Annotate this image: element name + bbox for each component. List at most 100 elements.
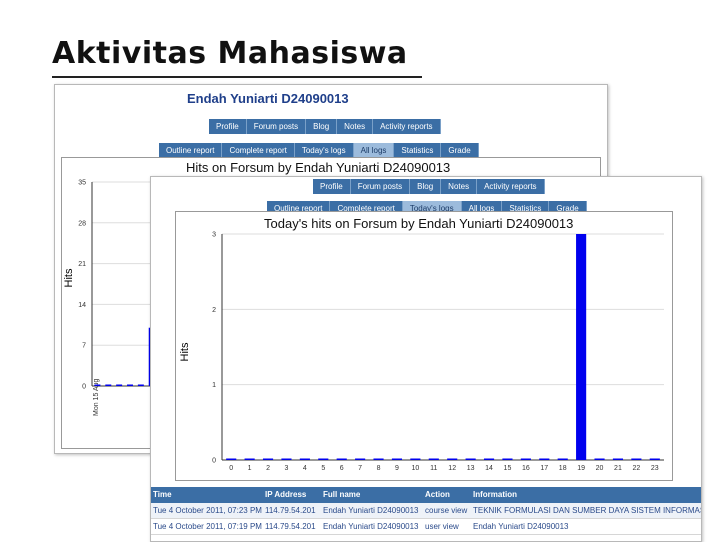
header-full-name[interactable]: Full name (323, 490, 361, 499)
y-tick-label: 21 (78, 261, 86, 268)
x-tick-label: 14 (485, 465, 493, 472)
bar (244, 458, 255, 460)
log-table-header: Time IP Address Full name Action Informa… (151, 487, 701, 503)
x-tick-label: 20 (596, 465, 604, 472)
cell-full-name-link[interactable]: Endah Yuniarti D24090013 (323, 506, 419, 515)
bar (137, 384, 144, 386)
bar (355, 458, 366, 460)
tab-activity-reports[interactable]: Activity reports (477, 179, 545, 194)
x-tick-label: 12 (448, 465, 456, 472)
x-tick-label: 23 (651, 465, 659, 472)
x-tick-label: 0 (229, 465, 233, 472)
bar (447, 458, 458, 460)
bar (428, 458, 439, 460)
bar (502, 458, 513, 460)
bar (105, 384, 112, 386)
chart-frame-todays-logs: Today's hits on Forsum by Endah Yuniarti… (175, 211, 673, 481)
cell-full-name-link[interactable]: Endah Yuniarti D24090013 (323, 522, 419, 531)
cell-ip-link[interactable]: 114.79.54.201 (265, 506, 316, 515)
log-table-body: Tue 4 October 2011, 07:23 PM 114.79.54.2… (151, 503, 701, 535)
x-tick-label: 15 (504, 465, 512, 472)
tab-forum-posts[interactable]: Forum posts (246, 119, 307, 134)
tab-complete-report[interactable]: Complete report (222, 143, 295, 158)
secondary-tabs: Outline report Complete report Today's l… (159, 143, 479, 158)
x-tick-label: 18 (559, 465, 567, 472)
bar (127, 384, 133, 386)
bar (318, 458, 329, 460)
bar (520, 458, 531, 460)
x-tick-label: Mon 15 Aug (93, 379, 100, 416)
x-tick-label: 8 (377, 465, 381, 472)
slide-title: Aktivitas Mahasiswa (52, 36, 408, 71)
x-tick-label: 22 (632, 465, 640, 472)
chart-title: Hits on Forsum by Endah Yuniarti D240900… (186, 160, 451, 175)
y-tick-label: 14 (78, 302, 86, 309)
header-ip-address[interactable]: IP Address (265, 490, 307, 499)
tab-outline-report[interactable]: Outline report (159, 143, 223, 158)
tab-notes[interactable]: Notes (441, 179, 478, 194)
y-tick-label: 35 (78, 180, 86, 187)
x-tick-label: 10 (411, 465, 419, 472)
bar (410, 458, 421, 460)
screenshot-todays-logs: Profile Forum posts Blog Notes Activity … (150, 176, 702, 542)
bar (226, 458, 237, 460)
tab-forum-posts[interactable]: Forum posts (350, 179, 411, 194)
cell-action-link[interactable]: course view (425, 506, 468, 515)
x-tick-label: 3 (285, 465, 289, 472)
tab-profile[interactable]: Profile (209, 119, 247, 134)
header-information[interactable]: Information (473, 490, 517, 499)
tab-blog[interactable]: Blog (410, 179, 442, 194)
user-name[interactable]: Endah Yuniarti D24090013 (187, 91, 349, 106)
title-underline (52, 76, 422, 78)
y-tick-label: 1 (212, 382, 216, 389)
y-tick-label: 28 (78, 220, 86, 227)
tab-statistics[interactable]: Statistics (394, 143, 442, 158)
bar (94, 384, 101, 386)
tab-notes[interactable]: Notes (337, 119, 374, 134)
y-axis-label: Hits (63, 268, 75, 287)
y-tick-label: 3 (212, 232, 216, 239)
tab-activity-reports[interactable]: Activity reports (373, 119, 441, 134)
y-tick-label: 0 (212, 458, 216, 465)
table-row: Tue 4 October 2011, 07:19 PM 114.79.54.2… (151, 519, 701, 535)
cell-ip-link[interactable]: 114.79.54.201 (265, 522, 316, 531)
bar (465, 458, 476, 460)
x-tick-label: 5 (321, 465, 325, 472)
table-row: Tue 4 October 2011, 07:23 PM 114.79.54.2… (151, 503, 701, 519)
bar (262, 458, 274, 460)
tab-todays-logs[interactable]: Today's logs (294, 143, 354, 158)
x-tick-label: 4 (303, 465, 307, 472)
chart-title: Today's hits on Forsum by Endah Yuniarti… (264, 216, 574, 231)
primary-tabs: Profile Forum posts Blog Notes Activity … (313, 179, 545, 194)
bar (116, 384, 123, 386)
bar (612, 458, 624, 460)
x-tick-label: 9 (395, 465, 399, 472)
bar (281, 458, 292, 460)
header-time[interactable]: Time (153, 490, 172, 499)
x-tick-label: 7 (358, 465, 362, 472)
cell-time: Tue 4 October 2011, 07:19 PM (153, 522, 262, 531)
cell-information-link[interactable]: Endah Yuniarti D24090013 (473, 522, 569, 531)
bar (576, 234, 587, 460)
x-tick-label: 19 (577, 465, 585, 472)
header-action[interactable]: Action (425, 490, 450, 499)
bar (336, 458, 347, 460)
x-tick-label: 11 (430, 465, 437, 472)
y-axis-label: Hits (179, 342, 191, 361)
x-tick-label: 6 (340, 465, 344, 472)
cell-information-link[interactable]: TEKNIK FORMULASI DAN SUMBER DAYA SISTEM … (473, 506, 701, 515)
x-tick-label: 17 (540, 465, 548, 472)
cell-action-link[interactable]: user view (425, 522, 459, 531)
tab-grade[interactable]: Grade (441, 143, 479, 158)
x-tick-label: 13 (467, 465, 475, 472)
bar (631, 458, 642, 460)
tab-blog[interactable]: Blog (306, 119, 338, 134)
bar (299, 458, 310, 460)
bar (594, 458, 605, 460)
y-tick-label: 7 (82, 343, 86, 350)
x-tick-label: 2 (266, 465, 270, 472)
tab-profile[interactable]: Profile (313, 179, 351, 194)
tab-all-logs[interactable]: All logs (353, 143, 395, 158)
bar (483, 458, 495, 460)
